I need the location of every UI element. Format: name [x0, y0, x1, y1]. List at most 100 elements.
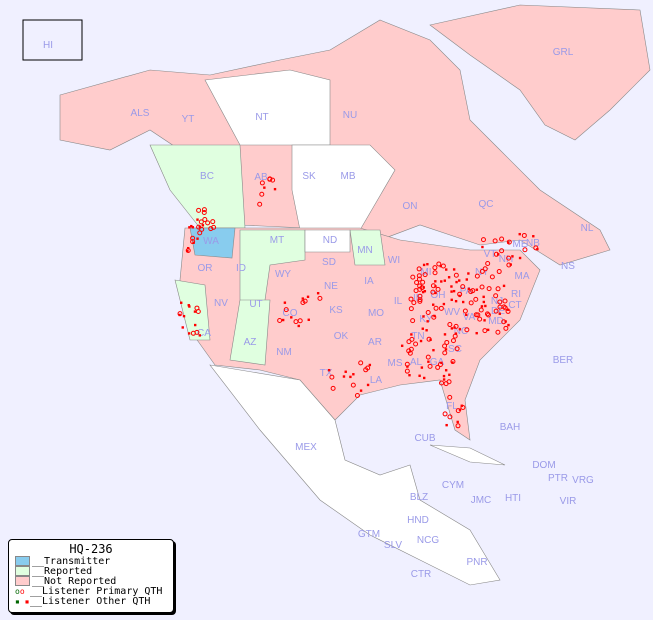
listener-other-marker [458, 408, 462, 411]
mexico-central-america [209, 364, 501, 586]
listener-primary-marker [406, 348, 412, 354]
legend-label: __Transmitter [32, 555, 111, 567]
region-label-cub: CUB [414, 433, 435, 444]
listener-other-marker [509, 263, 512, 266]
listener-primary-marker [201, 207, 207, 213]
listener-other-marker [532, 235, 535, 238]
listener-other-marker [518, 232, 521, 236]
listener-other-marker [498, 312, 501, 315]
region-label-blz: BLZ [410, 492, 428, 503]
listener-other-marker [423, 290, 427, 293]
region-label-als: ALS [131, 108, 150, 119]
listener-other-marker [481, 245, 484, 249]
listener-other-marker [455, 280, 458, 284]
listener-other-marker [425, 329, 428, 332]
region-label-vt: VT [484, 249, 497, 260]
reported-swatch [15, 566, 30, 576]
listener-primary-marker [442, 343, 448, 349]
region-label-nv: NV [214, 298, 228, 309]
listener-other-marker [467, 287, 471, 291]
listener-other-marker [316, 292, 320, 295]
listener-other-marker [198, 225, 202, 229]
region-label-ar: AR [368, 337, 382, 348]
listener-other-marker [451, 361, 454, 364]
listener-primary-marker [440, 263, 446, 269]
listener-primary-marker [482, 328, 488, 334]
region-label-pa: PA [460, 286, 473, 297]
listener-primary-marker [499, 236, 505, 242]
region-label-hti: HTI [505, 493, 521, 504]
listener-primary-marker [330, 385, 336, 391]
legend: HQ-236 __Transmitter __Reported __Not Re… [8, 539, 174, 613]
region-label-nb: NB [526, 238, 540, 249]
listener-primary-marker [202, 216, 208, 222]
listener-primary-marker [450, 338, 456, 344]
region-label-nu: NU [343, 110, 357, 121]
cuba [429, 444, 506, 466]
listener-primary-marker [493, 293, 499, 299]
listener-primary-marker [201, 210, 207, 216]
listener-primary-marker [447, 414, 453, 420]
listener-other-marker [456, 420, 459, 424]
listener-other-marker [511, 255, 514, 258]
legend-title: HQ-236 [69, 542, 113, 556]
listener-primary-marker [477, 316, 483, 322]
listener-primary-marker [210, 219, 216, 225]
listener-other-marker [458, 279, 461, 282]
listener-primary-marker [425, 354, 431, 360]
listener-other-marker [263, 186, 266, 189]
listener-primary-marker [493, 308, 499, 314]
region-label-ct: CT [508, 300, 521, 311]
listener-other-marker [196, 237, 199, 240]
listener-primary-marker [436, 261, 442, 267]
listener-other-marker [432, 348, 435, 352]
listener-primary-marker [506, 255, 512, 261]
listener-primary-marker [270, 177, 276, 183]
listener-primary-marker [495, 329, 501, 335]
listener-other-marker [439, 264, 442, 268]
listener-primary-marker [489, 274, 495, 280]
listener-primary-marker [422, 272, 428, 278]
listener-primary-marker [452, 333, 458, 339]
region-label-or: OR [198, 263, 213, 274]
region-label-vir: VIR [560, 496, 577, 507]
region-label-mn: MN [357, 245, 373, 256]
listener-primary-marker [427, 363, 433, 369]
listener-other-marker [482, 300, 486, 304]
region-label-wa: WA [203, 236, 219, 247]
listener-primary-marker [259, 191, 265, 197]
listener-primary-marker [435, 286, 441, 292]
listener-other-marker [454, 299, 458, 303]
listener-primary-marker [257, 201, 263, 207]
listener-other-marker [440, 280, 443, 283]
listener-other-marker [192, 241, 195, 244]
listener-other-marker [434, 291, 437, 295]
listener-primary-marker [446, 379, 452, 385]
nd-unlisted [304, 229, 351, 253]
listener-primary-marker [196, 207, 202, 213]
listener-primary-marker [433, 305, 439, 311]
region-label-ber: BER [553, 355, 574, 366]
listener-other-marker [483, 319, 486, 322]
listener-primary-marker [437, 362, 443, 368]
transmitter-swatch [15, 556, 30, 566]
listener-primary-marker [442, 350, 448, 356]
listener-other-marker [454, 332, 458, 335]
listener-primary-marker [478, 307, 484, 313]
listener-other-marker [187, 332, 191, 335]
region-label-ne: NE [324, 281, 338, 292]
hawaii-inset [22, 19, 83, 61]
listener-primary-marker [479, 268, 485, 274]
listener-other-marker [368, 363, 372, 367]
region-label-pnr: PNR [466, 557, 487, 568]
listener-other-marker [447, 276, 451, 279]
listener-primary-marker [492, 238, 498, 244]
listener-primary-marker [533, 245, 539, 251]
listener-other-marker [458, 328, 462, 331]
listener-primary-marker [404, 368, 410, 374]
region-label-nt: NT [255, 112, 268, 123]
region-label-ptr: PTR [548, 473, 568, 484]
listener-primary-marker [432, 270, 438, 276]
listener-primary-marker [439, 380, 445, 386]
listener-other-marker [434, 280, 437, 283]
